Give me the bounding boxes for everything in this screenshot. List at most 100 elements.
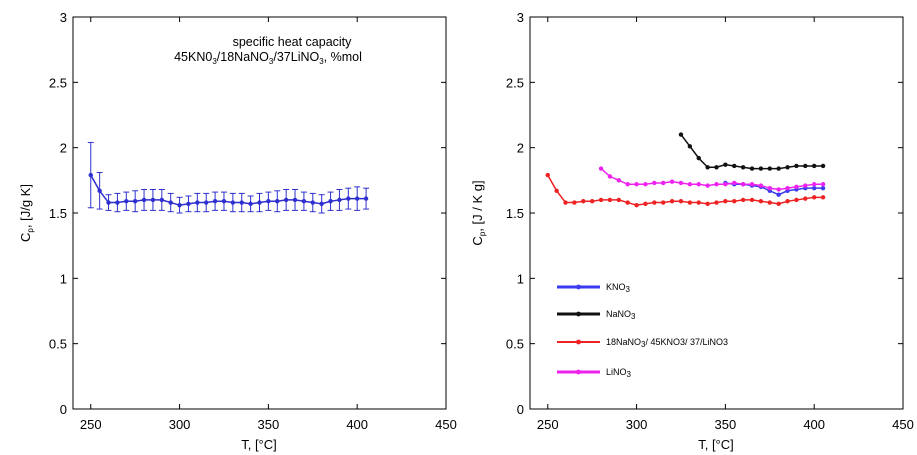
left-series-0-point-27 (328, 199, 333, 204)
left-y-tick-label-3: 1.5 (49, 206, 67, 221)
left-x-tick-label-2: 350 (258, 417, 280, 432)
right-series-0-point-10 (811, 185, 817, 191)
right-series-2-point-29 (803, 196, 808, 201)
right-y-tick-label-5: 2.5 (506, 75, 524, 90)
right-series-2-point-25 (767, 200, 772, 205)
right-x-axis-label: T, [°C] (698, 437, 734, 452)
right-series-2-point-11 (643, 201, 648, 207)
right-series-2-point-6 (598, 197, 604, 203)
left-series-0-point-17 (239, 200, 244, 205)
left-y-tick-label-0: 0 (60, 402, 67, 417)
left-series-0-point-19 (257, 200, 262, 205)
legend-label-lino3: LiNO3 (606, 367, 632, 379)
left-y-tick-label-5: 2.5 (49, 75, 67, 90)
right-series-2-point-8 (616, 197, 622, 203)
right-series-0-point-6 (776, 192, 781, 197)
right-series-2-point-16 (687, 200, 693, 205)
right-series-3-point-23 (803, 183, 808, 188)
left-x-tick-label-0: 250 (80, 417, 102, 432)
right-series-1-point-9 (758, 166, 764, 171)
left-y-tick-label-4: 2 (60, 141, 67, 156)
right-series-3-point-6 (652, 180, 657, 186)
right-y-tick-label-6: 3 (517, 10, 524, 25)
right-series-2-point-21 (732, 199, 737, 204)
right-series-3-point-3 (625, 182, 630, 187)
right-y-tick-label-2: 1 (517, 271, 524, 286)
right-series-2-point-14 (669, 199, 675, 204)
right-series-2-point-24 (758, 199, 764, 204)
left-chart-marks (87, 141, 370, 214)
right-series-2-point-18 (705, 201, 710, 207)
right-series-3-point-15 (732, 180, 737, 186)
right-series-1-point-8 (749, 166, 755, 171)
right-series-1-point-15 (811, 163, 817, 169)
legend-label-mixture: 18NaNO3/ 45KNO3/ 37/LiNO3 (606, 337, 728, 349)
left-series-0-point-25 (310, 200, 315, 205)
right-series-1-point-6 (732, 163, 737, 169)
right-x-tick-label-3: 400 (803, 417, 825, 432)
right-series-2-point-4 (581, 199, 586, 204)
legend-label-kno3: KNO3 (606, 282, 631, 294)
left-y-tick-label-6: 3 (60, 10, 67, 25)
right-chart-ticks: 250 300 350 400 450 0 0.5 1 1.5 2 2.5 3 (506, 10, 914, 432)
right-series-2-point-26 (776, 201, 781, 207)
right-series-1-point-16 (820, 163, 826, 169)
left-series-0-point-31 (363, 196, 369, 201)
left-x-tick-label-3: 400 (346, 417, 368, 432)
left-series-0-point-0 (88, 172, 93, 178)
right-chart-marks (545, 132, 826, 208)
left-series-0-point-12 (195, 200, 200, 205)
legend-marker-3 (576, 369, 581, 375)
right-series-3-point-0 (598, 166, 604, 171)
left-series-0-point-6 (141, 197, 147, 203)
left-series-0-point-20 (266, 199, 271, 204)
right-series-3-point-22 (794, 184, 799, 190)
right-series-3-point-12 (705, 183, 710, 188)
right-series-2-point-0 (545, 172, 550, 178)
left-x-tick-label-4: 450 (435, 417, 457, 432)
right-series-3-point-19 (767, 185, 772, 191)
right-series-3-point-13 (714, 182, 719, 187)
left-series-0-point-2 (106, 200, 111, 205)
right-series-3-point-1 (607, 174, 613, 179)
right-series-1-point-11 (776, 166, 781, 171)
right-series-2-point-27 (785, 199, 790, 204)
left-series-0-point-21 (275, 199, 280, 204)
left-series-0-point-5 (132, 199, 138, 204)
right-series-2-point-20 (723, 199, 728, 204)
right-series-0-point-11 (820, 185, 826, 191)
left-x-axis-label: T, [°C] (241, 437, 277, 452)
left-y-tick-label-2: 1 (60, 271, 67, 286)
right-series-2-point-12 (652, 200, 657, 205)
left-series-0-point-16 (230, 200, 236, 205)
right-x-tick-label-1: 300 (626, 417, 648, 432)
right-series-3-point-24 (811, 182, 817, 187)
right-x-tick-label-2: 350 (715, 417, 737, 432)
right-series-3-point-8 (669, 179, 675, 184)
left-x-tick-label-1: 300 (169, 417, 191, 432)
right-series-2-point-30 (811, 195, 817, 200)
left-series-0-point-26 (319, 201, 324, 207)
left-series-0-point-8 (159, 197, 165, 203)
right-series-2-point-28 (794, 197, 799, 203)
right-series-1-point-2 (696, 155, 701, 161)
right-series-1-point-5 (723, 162, 728, 167)
left-series-0-point-15 (221, 199, 227, 204)
right-y-tick-label-0: 0 (517, 402, 524, 417)
right-series-1-point-13 (794, 163, 799, 169)
right-series-1-point-10 (767, 166, 772, 171)
left-series-0-point-4 (124, 199, 129, 204)
right-series-1-point-7 (740, 165, 746, 170)
left-series-0-point-10 (177, 202, 182, 208)
right-series-3-point-25 (820, 182, 826, 187)
right-series-3-point-14 (723, 182, 728, 187)
right-series-2-point-10 (634, 202, 639, 208)
right-series-3-point-9 (678, 180, 684, 186)
left-plot-area (72, 16, 447, 410)
right-chart-legend: KNO3 NaNO3 18NaNO3/ 45KNO3/ 37/LiNO3 LiN… (557, 282, 728, 379)
right-series-1-point-0 (678, 132, 684, 137)
legend-label-nano3: NaNO3 (606, 309, 636, 321)
right-series-1-point-4 (714, 165, 719, 170)
left-chart-panel: 250 300 350 400 450 0 0.5 1 1.5 2 2.5 3 specific he… (18, 10, 457, 452)
